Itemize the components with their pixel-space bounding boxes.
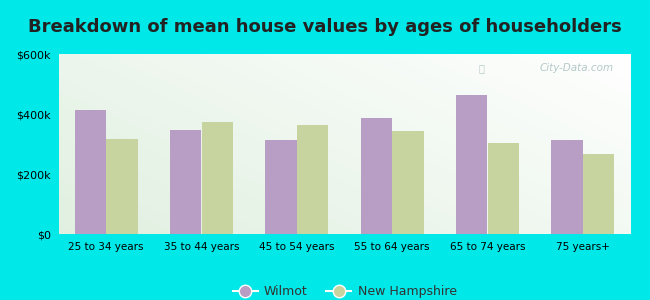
Bar: [488, 142, 519, 234]
Bar: [170, 130, 202, 234]
Bar: [551, 140, 583, 234]
Bar: [456, 95, 488, 234]
Bar: [583, 154, 614, 234]
Bar: [551, 140, 583, 234]
Bar: [392, 131, 424, 234]
Bar: [202, 122, 233, 234]
Bar: [265, 140, 297, 234]
Text: ⓘ: ⓘ: [479, 63, 485, 73]
Bar: [456, 95, 488, 234]
Bar: [583, 154, 614, 234]
Bar: [106, 139, 138, 234]
Bar: [265, 140, 297, 234]
Legend: Wilmot, New Hampshire: Wilmot, New Hampshire: [227, 280, 462, 300]
Bar: [361, 118, 392, 234]
Bar: [297, 125, 328, 234]
Bar: [297, 125, 328, 234]
Text: Breakdown of mean house values by ages of householders: Breakdown of mean house values by ages o…: [28, 18, 622, 36]
Text: City-Data.com: City-Data.com: [540, 63, 614, 73]
Bar: [361, 118, 392, 234]
Bar: [488, 142, 519, 234]
Bar: [392, 131, 424, 234]
Bar: [170, 130, 202, 234]
Bar: [75, 110, 106, 234]
Bar: [75, 110, 106, 234]
Bar: [106, 139, 138, 234]
Bar: [202, 122, 233, 234]
